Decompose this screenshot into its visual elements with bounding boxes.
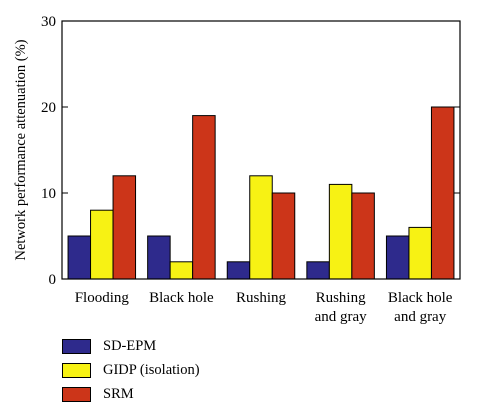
y-axis-label: Network performance attenuation (%) [13,39,29,260]
legend-item-sd-epm: SD-EPM [62,334,200,358]
bar-gidp-isolation-3 [249,175,273,280]
y-tick-label: 0 [49,272,57,288]
bar-sd-epm-2 [147,235,171,280]
legend-swatch-gidp [62,362,91,378]
bar-sd-epm-4 [306,261,330,280]
y-tick-label: 10 [41,186,56,202]
legend-label-srm: SRM [103,385,134,402]
legend-swatch-sd-epm [62,338,91,354]
legend-swatch-srm [62,386,91,402]
legend-label-sd-epm: SD-EPM [103,337,157,354]
plot-frame [61,20,461,280]
x-category-label: Flooding [75,290,130,306]
x-category-label: Rushing and gray [315,290,368,325]
bar-chart: 0 10 20 30 Flooding Black hole Rushing Rushing a… [13,14,461,325]
legend-label-gidp: GIDP (isolation) [103,361,200,378]
x-category-label: Black hole [149,290,214,306]
x-category-label: Rushing [236,290,287,306]
legend-item-gidp: GIDP (isolation) [62,358,200,382]
bar-gidp-isolation-5 [408,226,432,280]
y-tick-label: 20 [41,100,56,116]
bar-srm-3 [271,192,296,280]
bar-srm-4 [351,192,375,280]
y-tick-label: 30 [41,14,56,30]
bar-srm-1 [112,175,137,280]
legend-item-srm: SRM [62,382,200,406]
bar-gidp-isolation-4 [328,183,353,280]
bar-sd-epm-5 [385,235,410,280]
bar-gidp-isolation-1 [90,209,114,280]
bar-sd-epm-3 [226,261,251,280]
bar-gidp-isolation-2 [169,261,194,280]
bar-sd-epm-1 [67,235,92,280]
x-category-label: Black hole and gray [388,290,453,325]
legend: SD-EPM GIDP (isolation) SRM [62,334,200,406]
bar-srm-2 [192,115,216,280]
bar-srm-5 [430,106,455,280]
